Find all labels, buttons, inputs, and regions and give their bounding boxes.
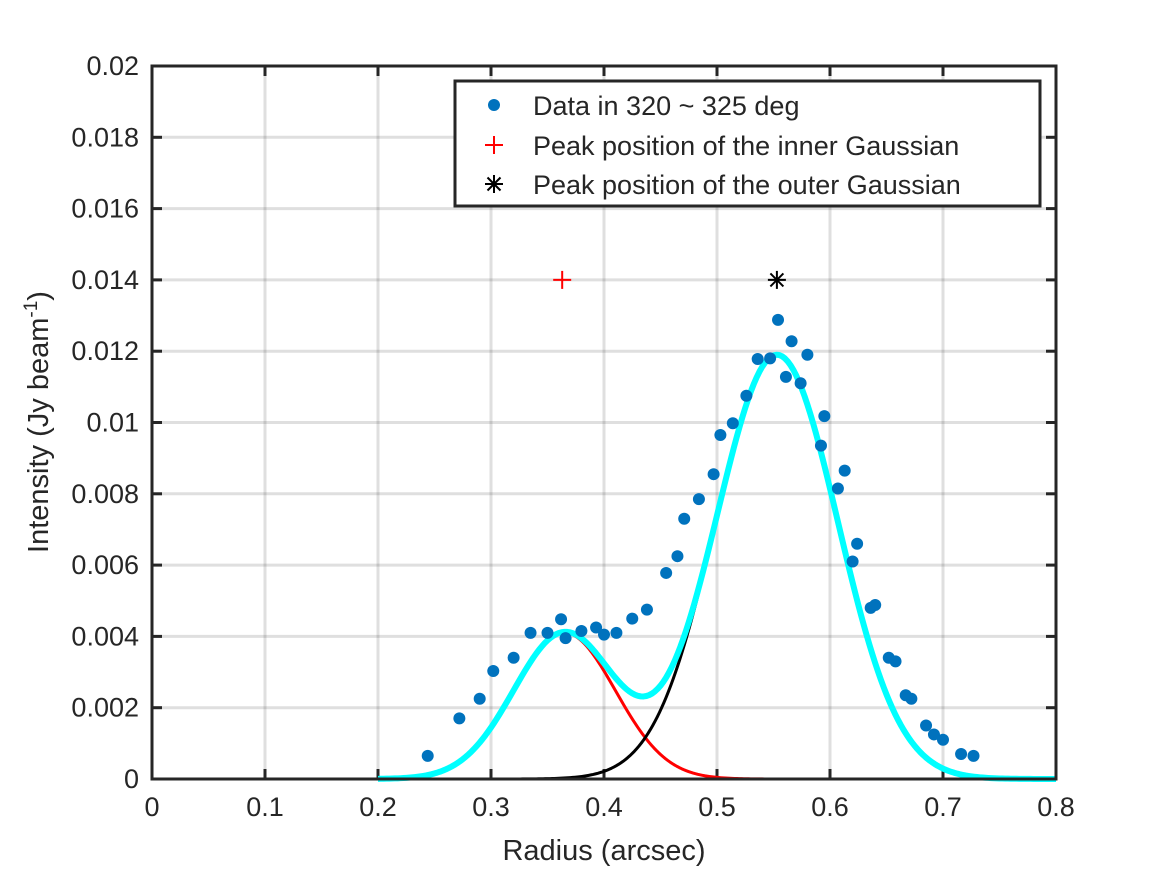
data-point	[541, 626, 554, 639]
data-point	[785, 335, 798, 348]
data-point	[905, 692, 918, 705]
y-tick-label: 0.008	[71, 479, 139, 509]
data-point	[794, 377, 807, 390]
data-point	[764, 352, 777, 365]
data-point	[575, 625, 588, 638]
x-tick-label: 0.5	[698, 792, 736, 822]
data-point	[851, 537, 864, 550]
y-tick-label: 0.02	[86, 51, 139, 81]
data-point	[818, 410, 831, 423]
data-point	[640, 603, 653, 616]
inner-peak-marker	[553, 270, 572, 289]
legend-plus-marker	[485, 136, 503, 154]
data-point	[714, 428, 727, 441]
legend-asterisk-marker	[485, 175, 503, 193]
legend-label-data: Data in 320 ~ 325 deg	[533, 91, 799, 121]
y-tick-label: 0.014	[71, 265, 139, 295]
data-point	[955, 748, 968, 761]
x-tick-label: 0.7	[924, 792, 962, 822]
data-point	[590, 621, 603, 634]
data-point	[751, 353, 764, 366]
data-point	[678, 512, 691, 525]
data-point	[692, 493, 705, 506]
x-tick-label: 0	[144, 792, 159, 822]
data-point	[801, 348, 814, 361]
data-point	[726, 417, 739, 430]
legend-label-inner-peak: Peak position of the inner Gaussian	[533, 131, 959, 161]
plot-box	[150, 64, 1058, 781]
data-point	[927, 728, 940, 741]
x-tick-label: 0.6	[811, 792, 849, 822]
data-point	[487, 664, 500, 677]
data-point	[920, 719, 933, 732]
legend-box	[453, 79, 1042, 208]
total-fit-curve	[377, 351, 1057, 782]
y-tick-label: 0	[124, 764, 139, 794]
data-point	[889, 655, 902, 668]
legend-dot-marker	[488, 99, 500, 111]
y-tick-label: 0.002	[71, 693, 139, 723]
data-point	[831, 482, 844, 495]
data-point	[473, 692, 486, 705]
y-axis-label-close: )	[23, 291, 55, 301]
data-point	[838, 464, 851, 477]
x-tick-label: 0.4	[585, 792, 623, 822]
data-point	[779, 370, 792, 383]
data-point	[671, 550, 684, 563]
y-tick-label: 0.01	[86, 408, 139, 438]
data-point	[421, 749, 434, 762]
x-tick-labels: 0 0.1 0.2 0.3 0.4 0.5 0.6 0.7 0.8	[144, 792, 1074, 822]
y-tick-label: 0.016	[71, 194, 139, 224]
legend-label-outer-peak: Peak position of the outer Gaussian	[533, 170, 961, 200]
data-point	[707, 468, 720, 481]
y-axis-label-superscript: -1	[21, 301, 42, 318]
legend: Data in 320 ~ 325 deg Peak position of t…	[453, 79, 1042, 208]
data-point	[559, 632, 572, 645]
x-tick-label: 0.2	[359, 792, 397, 822]
y-tick-label: 0.012	[71, 336, 139, 366]
data-point	[967, 749, 980, 762]
data-point	[660, 566, 673, 579]
x-tick-label: 0.8	[1037, 792, 1075, 822]
data-point	[937, 733, 949, 746]
data-point	[626, 612, 639, 625]
y-tick-label: 0.006	[71, 550, 139, 580]
data-point	[814, 439, 827, 452]
data-point	[869, 599, 882, 612]
data-point	[740, 389, 753, 402]
x-tick-label: 0.1	[246, 792, 284, 822]
y-tick-label: 0.018	[71, 122, 139, 152]
data-point	[524, 626, 537, 639]
data-point	[453, 712, 466, 725]
y-tick-label: 0.004	[71, 621, 139, 651]
outer-peak-marker	[767, 270, 786, 289]
data-point	[507, 651, 520, 664]
data-point	[598, 628, 610, 641]
data-point	[555, 613, 568, 626]
peak-markers	[553, 270, 786, 289]
x-axis-label: Radius (arcsec)	[502, 835, 705, 867]
y-axis-label: Intensity (Jy beam-1)	[21, 291, 55, 553]
x-tick-label: 0.3	[472, 792, 510, 822]
data-point	[772, 313, 785, 326]
data-points	[421, 313, 980, 762]
y-axis-label-main: Intensity (Jy beam	[23, 318, 55, 553]
y-tick-labels: 0 0.002 0.004 0.006 0.008 0.01 0.012 0.014 0.016…	[71, 51, 139, 794]
data-point	[610, 626, 623, 639]
data-point	[846, 555, 859, 568]
